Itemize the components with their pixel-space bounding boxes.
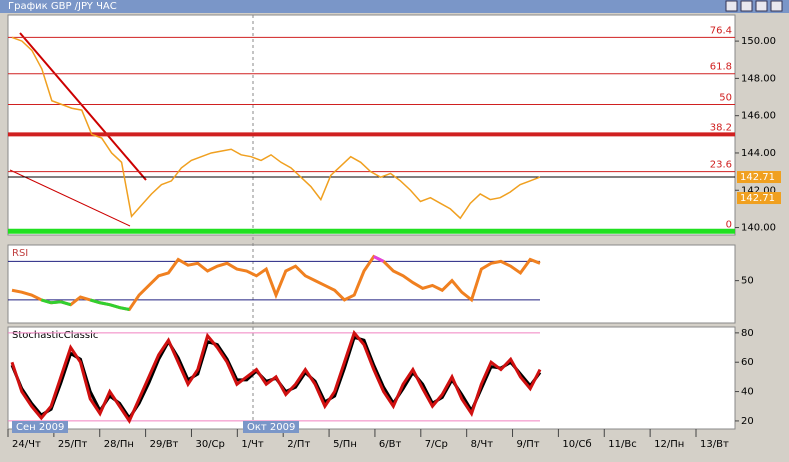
y-tick-label: 148.00 — [741, 73, 776, 84]
button[interactable] — [755, 0, 768, 12]
x-tick-label: 25/Пт — [58, 439, 88, 450]
rsi-zone-segment — [109, 303, 120, 310]
x-tick-label: 5/Пн — [333, 439, 357, 450]
x-tick-label: 11/Вс — [608, 439, 636, 450]
x-tick-label: 9/Пт — [517, 439, 540, 450]
price-panel — [7, 14, 736, 236]
month-label: Сен 2009 — [16, 422, 64, 433]
panel-label: RSI — [12, 248, 28, 259]
rsi-zone-segment — [99, 301, 111, 307]
series-line — [11, 36, 541, 220]
rsi-zone-segment — [89, 298, 101, 305]
price-label: 142.71 — [740, 193, 775, 204]
fib-label: 61.8 — [710, 62, 732, 73]
rsi-panel — [7, 244, 736, 324]
x-tick-label: 6/Вт — [379, 439, 402, 450]
price-label: 142.71 — [740, 172, 775, 183]
window-buttons[interactable] — [725, 0, 783, 12]
panel-label: StochasticClassic — [12, 330, 98, 341]
button[interactable] — [725, 0, 738, 12]
month-label: Окт 2009 — [247, 422, 295, 433]
y-tick-label: 150.00 — [741, 36, 776, 47]
rsi-zone-segment — [373, 255, 385, 263]
fib-label: 38.2 — [710, 122, 732, 133]
trend-line — [9, 169, 131, 227]
y-tick-label: 142.00 — [741, 185, 776, 196]
x-tick-label: 12/Пн — [654, 439, 684, 450]
fib-label: 50 — [719, 92, 732, 103]
series-line — [10, 329, 542, 425]
title-bar — [0, 0, 789, 13]
y-tick-label: 40 — [741, 387, 754, 398]
price-box — [737, 171, 781, 184]
x-tick-label: 1/Чт — [241, 439, 264, 450]
price-box — [737, 192, 781, 205]
x-tick-label: 2/Пт — [287, 439, 310, 450]
rsi-zone-segment — [50, 300, 62, 305]
x-tick-label: 28/Пн — [104, 439, 134, 450]
month-box — [12, 421, 68, 433]
trend-line — [19, 32, 147, 181]
rsi-zone-segment — [119, 306, 130, 311]
button[interactable] — [740, 0, 753, 12]
rsi-zone-segment — [40, 298, 52, 305]
x-tick-label: 13/Вт — [700, 439, 729, 450]
x-tick-label: 24/Чт — [12, 439, 41, 450]
button[interactable] — [770, 0, 783, 12]
fib-label: 76.4 — [710, 25, 732, 36]
y-tick-label: 140.00 — [741, 223, 776, 234]
window-title: График GBP /JPY ЧАС — [8, 1, 117, 12]
y-tick-label: 146.00 — [741, 111, 776, 122]
x-tick-label: 8/Чт — [471, 439, 494, 450]
y-tick-label: 144.00 — [741, 148, 776, 159]
x-tick-label: 7/Ср — [425, 439, 448, 450]
y-tick-label: 20 — [741, 416, 754, 427]
rsi-zone-segment — [60, 300, 72, 307]
x-tick-label: 29/Вт — [150, 439, 179, 450]
x-tick-label: 10/Сб — [562, 439, 591, 450]
y-tick-label: 80 — [741, 328, 754, 339]
y-tick-label: 60 — [741, 357, 754, 368]
fib-label: 0 — [726, 219, 732, 230]
stoch-panel — [7, 326, 736, 430]
month-box — [243, 421, 299, 433]
x-tick-label: 30/Ср — [195, 439, 224, 450]
fib-label: 23.6 — [710, 160, 732, 171]
y-tick-label: 50 — [741, 276, 754, 287]
